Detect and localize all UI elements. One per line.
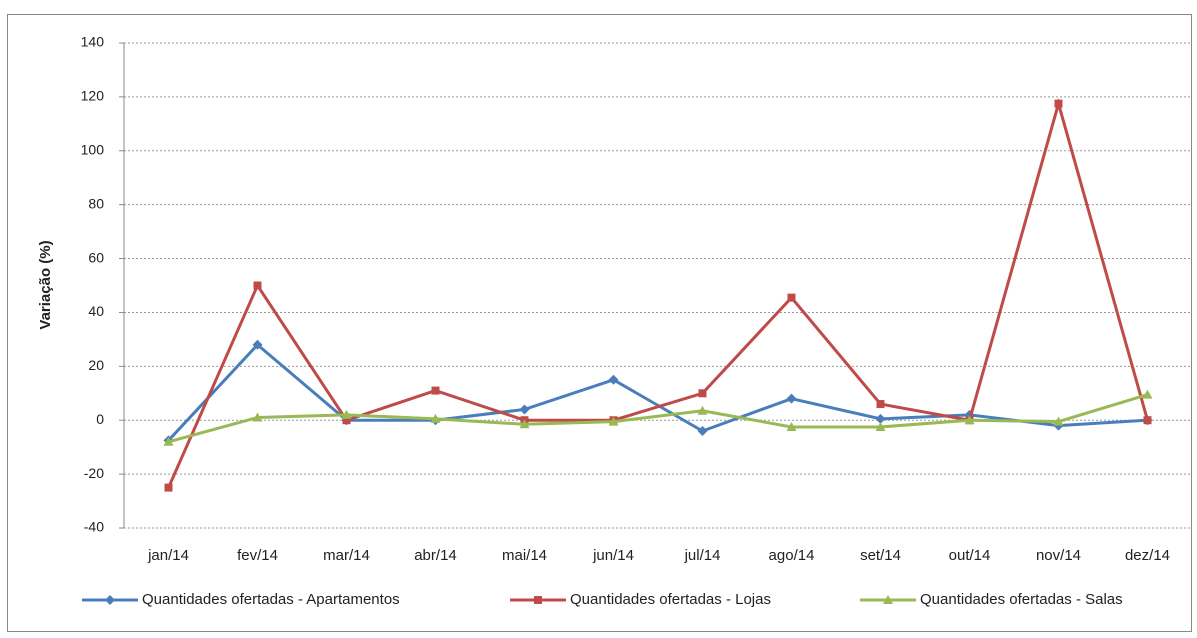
- data-point: [519, 419, 530, 429]
- data-point: [252, 412, 263, 422]
- x-tick-label: jun/14: [592, 547, 634, 564]
- data-point: [431, 386, 440, 395]
- legend-label: Quantidades ofertadas - Salas: [920, 591, 1123, 608]
- y-tick-label: 120: [81, 88, 105, 104]
- y-tick-label: 20: [88, 357, 104, 373]
- x-tick-label: dez/14: [1125, 547, 1170, 564]
- legend-label: Quantidades ofertadas - Lojas: [570, 591, 771, 608]
- data-point: [1143, 416, 1152, 425]
- data-point: [1053, 416, 1064, 426]
- data-point: [252, 339, 263, 350]
- data-point: [786, 421, 797, 431]
- data-point: [342, 416, 351, 425]
- data-point: [786, 393, 797, 404]
- data-point: [875, 421, 886, 431]
- x-tick-label: jan/14: [147, 547, 189, 564]
- data-point: [1142, 389, 1153, 399]
- data-point: [787, 293, 796, 302]
- data-point: [876, 400, 885, 409]
- x-tick-label: nov/14: [1036, 547, 1081, 564]
- data-point: [964, 415, 975, 425]
- data-point: [697, 426, 708, 436]
- y-tick-label: -20: [84, 465, 104, 481]
- x-tick-label: out/14: [949, 547, 991, 564]
- data-point: [608, 416, 619, 426]
- x-tick-label: mai/14: [502, 547, 547, 564]
- x-tick-label: ago/14: [769, 547, 815, 564]
- data-point: [164, 483, 173, 492]
- data-point: [608, 374, 619, 385]
- data-point: [1054, 99, 1063, 108]
- legend-marker: [534, 596, 542, 604]
- data-point: [430, 413, 441, 423]
- x-tick-label: jul/14: [684, 547, 721, 564]
- data-point: [698, 389, 707, 398]
- y-tick-label: -40: [84, 519, 104, 535]
- y-tick-label: 100: [81, 141, 105, 157]
- data-point: [519, 404, 530, 415]
- y-axis-label: Variação (%): [37, 240, 54, 329]
- x-tick-label: set/14: [860, 547, 901, 564]
- x-tick-label: mar/14: [323, 547, 370, 564]
- chart-frame: [7, 14, 1192, 632]
- series-line: [167, 98, 1149, 489]
- y-tick-label: 0: [96, 411, 104, 427]
- x-tick-label: abr/14: [414, 547, 457, 564]
- data-point: [341, 409, 352, 419]
- x-tick-label: fev/14: [237, 547, 278, 564]
- legend-marker: [105, 595, 115, 605]
- y-tick-label: 80: [88, 195, 104, 211]
- y-tick-label: 140: [81, 34, 105, 50]
- legend-label: Quantidades ofertadas - Apartamentos: [142, 591, 400, 608]
- y-tick-label: 60: [88, 249, 104, 265]
- data-point: [697, 405, 708, 415]
- data-point: [875, 413, 886, 424]
- legend-marker: [883, 595, 893, 604]
- data-point: [253, 281, 262, 290]
- data-point: [163, 436, 174, 446]
- series-line: [168, 393, 1148, 444]
- y-tick-label: 40: [88, 303, 104, 319]
